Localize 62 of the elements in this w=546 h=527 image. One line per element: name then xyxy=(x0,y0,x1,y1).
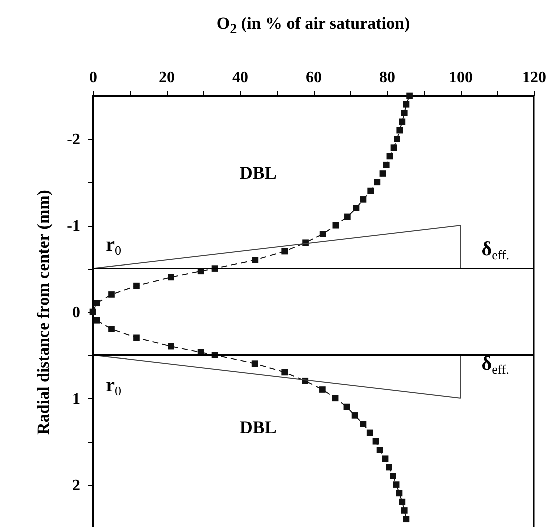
point xyxy=(406,92,413,100)
point xyxy=(134,334,140,342)
x-tick-label: 60 xyxy=(306,70,322,86)
point xyxy=(383,162,390,168)
y-tick-label: -2 xyxy=(67,132,80,149)
x-tick-label: 100 xyxy=(449,70,473,86)
point xyxy=(380,170,386,177)
point xyxy=(386,464,392,471)
point xyxy=(360,196,367,203)
point xyxy=(134,282,140,290)
point xyxy=(94,300,100,307)
point xyxy=(393,482,400,488)
x-tick-label: 40 xyxy=(232,70,248,86)
point xyxy=(366,430,374,436)
x-tick-label: 120 xyxy=(522,70,546,86)
point xyxy=(394,136,400,142)
x-tick-label: 0 xyxy=(90,70,98,86)
point xyxy=(368,188,374,194)
point xyxy=(396,127,404,134)
annotation: DBL xyxy=(240,162,277,183)
point xyxy=(399,498,406,506)
y-tick-label: 2 xyxy=(72,477,80,494)
point xyxy=(332,395,339,402)
point xyxy=(332,222,340,229)
y-tick-label: 1 xyxy=(72,390,80,408)
x-tick-label: 20 xyxy=(159,70,175,86)
point xyxy=(401,110,408,116)
point xyxy=(352,412,358,419)
point xyxy=(390,473,396,480)
point xyxy=(252,360,258,368)
point xyxy=(386,153,394,160)
annotation: DBL xyxy=(240,418,277,438)
point xyxy=(382,456,389,462)
point xyxy=(396,490,403,497)
point xyxy=(376,447,384,454)
point xyxy=(108,326,115,332)
point xyxy=(390,144,398,152)
y-tick-label: -1 xyxy=(67,218,80,236)
point xyxy=(90,308,96,316)
point xyxy=(360,421,367,428)
point xyxy=(344,404,350,410)
point xyxy=(252,257,259,264)
point xyxy=(353,205,360,212)
point xyxy=(372,438,380,445)
point xyxy=(399,118,406,126)
point xyxy=(94,317,100,324)
point xyxy=(403,516,410,523)
point xyxy=(320,231,326,238)
y-axis-title: Radial distance from center (mm) xyxy=(34,190,54,435)
point xyxy=(168,274,174,281)
point xyxy=(403,101,410,108)
point xyxy=(108,292,115,298)
x-tick-label: 80 xyxy=(380,70,396,86)
point xyxy=(401,508,408,514)
x-axis-title: O$_{2}$ (in % of air saturation) xyxy=(216,14,412,38)
y-tick-label: 0 xyxy=(72,304,80,322)
point xyxy=(320,386,326,393)
point xyxy=(344,214,351,220)
point xyxy=(282,369,288,376)
point xyxy=(282,248,288,255)
point xyxy=(374,179,381,186)
point xyxy=(168,343,174,350)
